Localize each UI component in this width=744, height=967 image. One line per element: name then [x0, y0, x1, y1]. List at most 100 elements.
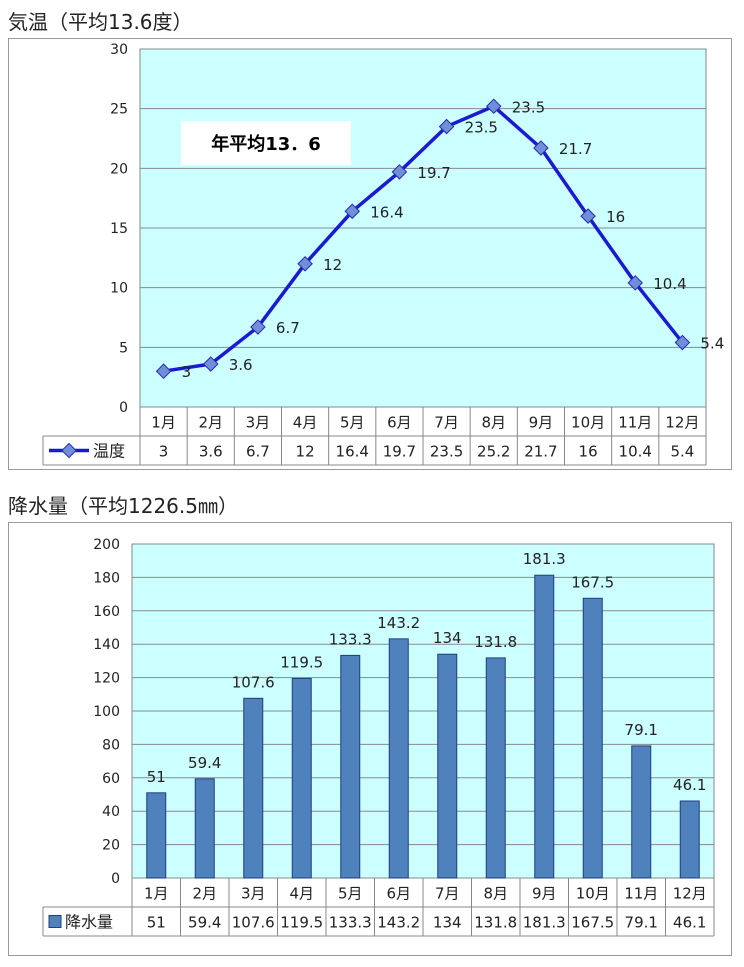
x-category-label: 7月 — [435, 885, 460, 903]
x-category-label: 7月 — [434, 414, 459, 432]
temperature-marker — [202, 356, 219, 372]
precipitation-data-label: 167.5 — [571, 573, 614, 591]
table-value: 181.3 — [523, 914, 566, 932]
temperature-marker — [580, 208, 596, 224]
x-category-label: 2月 — [198, 414, 223, 432]
precipitation-data-label: 133.3 — [329, 630, 372, 648]
precipitation-bar — [534, 574, 555, 879]
table-value: 21.7 — [524, 443, 557, 461]
precipitation-bar — [485, 657, 506, 879]
x-category-label: 9月 — [529, 414, 554, 432]
precipitation-data-label: 181.3 — [523, 550, 566, 568]
x-category-label: 11月 — [624, 885, 658, 903]
table-value: 167.5 — [571, 914, 614, 932]
x-category-label: 3月 — [246, 414, 271, 432]
x-category-label: 6月 — [386, 885, 411, 903]
y-tick-label: 40 — [102, 804, 120, 820]
table-value: 19.7 — [383, 443, 416, 461]
y-tick-label: 0 — [111, 871, 120, 887]
x-category-label: 1月 — [144, 885, 169, 903]
table-value: 79.1 — [625, 914, 658, 932]
x-category-label: 8月 — [481, 414, 506, 432]
table-value: 6.7 — [246, 443, 270, 461]
x-category-label: 5月 — [340, 414, 365, 432]
legend-marker — [61, 442, 77, 459]
table-value: 23.5 — [430, 443, 463, 461]
temperature-data-label: 21.7 — [559, 140, 592, 158]
precipitation-bar — [291, 677, 312, 879]
precipitation-bar — [582, 597, 603, 879]
x-category-label: 10月 — [571, 414, 605, 432]
temperature-marker — [155, 363, 172, 379]
temperature-marker — [391, 164, 408, 180]
table-value: 16.4 — [336, 443, 369, 461]
temperature-marker — [250, 319, 266, 335]
precipitation-data-label: 134 — [433, 629, 462, 647]
table-value: 46.1 — [673, 914, 706, 932]
precipitation-heading: 降水量（平均1226.5㎜） — [8, 494, 238, 518]
precipitation-bar — [146, 792, 167, 879]
table-value: 133.3 — [329, 914, 372, 932]
temperature-data-label: 23.5 — [512, 98, 545, 116]
precipitation-bar — [388, 638, 409, 879]
x-category-label: 4月 — [293, 414, 318, 432]
temperature-chart-box: 0 5 10 15 20 25 30 1月 2月 3月 4月 5月 6月 7月 8月 9月 10月 11月 12月 3… — [8, 38, 732, 470]
y-tick-label: 20 — [102, 838, 120, 854]
table-value: 3.6 — [199, 443, 223, 461]
legend-label: 降水量 — [65, 913, 113, 932]
y-tick-label: 10 — [110, 281, 128, 297]
y-tick-label: 25 — [110, 102, 128, 118]
y-tick-label: 80 — [102, 737, 120, 753]
y-tick-label: 180 — [93, 570, 120, 586]
table-value: 51 — [147, 914, 166, 932]
temperature-marker — [674, 334, 691, 351]
temperature-data-label: 10.4 — [653, 275, 686, 293]
table-value: 107.6 — [232, 914, 275, 932]
x-category-label: 12月 — [665, 414, 699, 432]
temperature-marker — [533, 140, 549, 156]
table-value: 59.4 — [188, 914, 221, 932]
table-value: 5.4 — [670, 443, 694, 461]
precipitation-data-label: 131.8 — [474, 633, 517, 651]
temperature-data-label: 3 — [182, 363, 192, 381]
legend-label: 温度 — [93, 442, 125, 461]
temperature-marker — [297, 256, 313, 272]
legend-swatch — [48, 915, 62, 928]
y-tick-label: 30 — [110, 42, 128, 58]
temperature-marker — [485, 98, 502, 115]
y-tick-label: 160 — [93, 604, 120, 620]
x-category-label: 6月 — [387, 414, 412, 432]
temperature-heading: 気温（平均13.6度） — [8, 10, 193, 34]
precipitation-chart-box: 0 20 40 60 80 100 120 140 160 180 200 1月 2月 3月 4月 5月 6月 7… — [8, 522, 732, 956]
y-tick-label: 5 — [119, 340, 128, 356]
precipitation-bar — [437, 653, 458, 879]
precipitation-data-label: 79.1 — [625, 721, 658, 739]
precipitation-data-label: 107.6 — [232, 673, 275, 691]
y-tick-label: 60 — [102, 771, 120, 787]
precipitation-bar — [631, 745, 652, 879]
table-value: 3 — [159, 443, 169, 461]
x-category-label: 3月 — [241, 885, 266, 903]
precipitation-bar — [340, 654, 361, 879]
precipitation-bar — [194, 778, 215, 879]
temperature-data-label: 6.7 — [276, 319, 300, 337]
table-value: 25.2 — [477, 443, 510, 461]
annotation-text: 年平均13．6 — [211, 133, 321, 155]
temperature-chart: 0 5 10 15 20 25 30 1月 2月 3月 4月 5月 6月 7月 8月 9月 10月 11月 12月 3… — [42, 42, 724, 466]
y-tick-label: 120 — [93, 671, 120, 687]
precipitation-chart: 0 20 40 60 80 100 120 140 160 180 200 1月 2月 3月 4月 5月 6月 7… — [42, 537, 715, 937]
y-tick-label: 140 — [93, 637, 120, 653]
x-category-label: 10月 — [576, 885, 610, 903]
temperature-marker — [438, 118, 455, 135]
y-tick-label: 20 — [110, 161, 128, 177]
precipitation-data-label: 119.5 — [280, 653, 323, 671]
temperature-line — [163, 104, 684, 373]
x-category-label: 5月 — [338, 885, 363, 903]
x-category-label: 9月 — [532, 885, 557, 903]
precipitation-bar — [243, 697, 264, 879]
table-value: 143.2 — [377, 914, 420, 932]
temperature-data-label: 3.6 — [229, 356, 253, 374]
annotation-box — [181, 121, 351, 165]
temperature-data-label: 5.4 — [700, 335, 724, 353]
temperature-data-label: 23.5 — [465, 119, 498, 137]
